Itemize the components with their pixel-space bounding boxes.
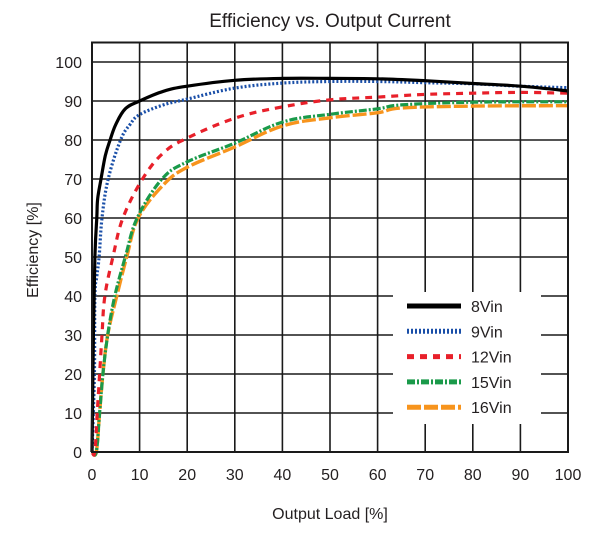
legend-label: 9Vin: [471, 324, 503, 341]
y-tick-label: 40: [64, 289, 82, 306]
x-axis-label: Output Load [%]: [272, 506, 388, 523]
y-tick-label: 100: [55, 55, 82, 72]
y-tick-label: 60: [64, 211, 82, 228]
legend-box: [393, 292, 541, 424]
y-tick-label: 70: [64, 172, 82, 189]
y-tick-labels: 0 10 20 30 40 50 60 70 80 90 100: [55, 55, 82, 462]
x-tick-label: 20: [178, 467, 196, 484]
x-tick-label: 60: [369, 467, 387, 484]
legend-label: 16Vin: [471, 400, 512, 417]
legend-label: 12Vin: [471, 350, 512, 367]
y-tick-label: 20: [64, 367, 82, 384]
y-axis-label: Efficiency [%]: [25, 202, 42, 298]
legend-label: 8Vin: [471, 299, 503, 316]
x-tick-labels: 0 10 20 30 40 50 60 70 80 90 100: [88, 467, 582, 484]
x-tick-label: 50: [321, 467, 339, 484]
x-tick-label: 40: [274, 467, 292, 484]
x-tick-label: 30: [226, 467, 244, 484]
y-tick-label: 50: [64, 250, 82, 267]
y-tick-label: 30: [64, 328, 82, 345]
x-tick-label: 10: [131, 467, 149, 484]
plot-frame: [91, 41, 569, 453]
x-tick-label: 0: [88, 467, 97, 484]
series-line-8vin: [90, 76, 569, 453]
x-tick-label: 70: [416, 467, 434, 484]
chart-title: Efficiency vs. Output Current: [209, 11, 451, 32]
y-tick-label: 10: [64, 406, 82, 423]
legend-label: 15Vin: [471, 375, 512, 392]
x-tick-label: 80: [464, 467, 482, 484]
legend: 8Vin 9Vin 12Vin 15Vin 16Vin: [393, 292, 541, 424]
x-tick-label: 90: [512, 467, 530, 484]
series-layer: [90, 76, 569, 457]
x-tick-label: 100: [555, 467, 582, 484]
y-tick-label: 0: [73, 445, 82, 462]
y-tick-label: 80: [64, 133, 82, 150]
y-tick-label: 90: [64, 94, 82, 111]
series-line-15vin: [90, 100, 569, 457]
